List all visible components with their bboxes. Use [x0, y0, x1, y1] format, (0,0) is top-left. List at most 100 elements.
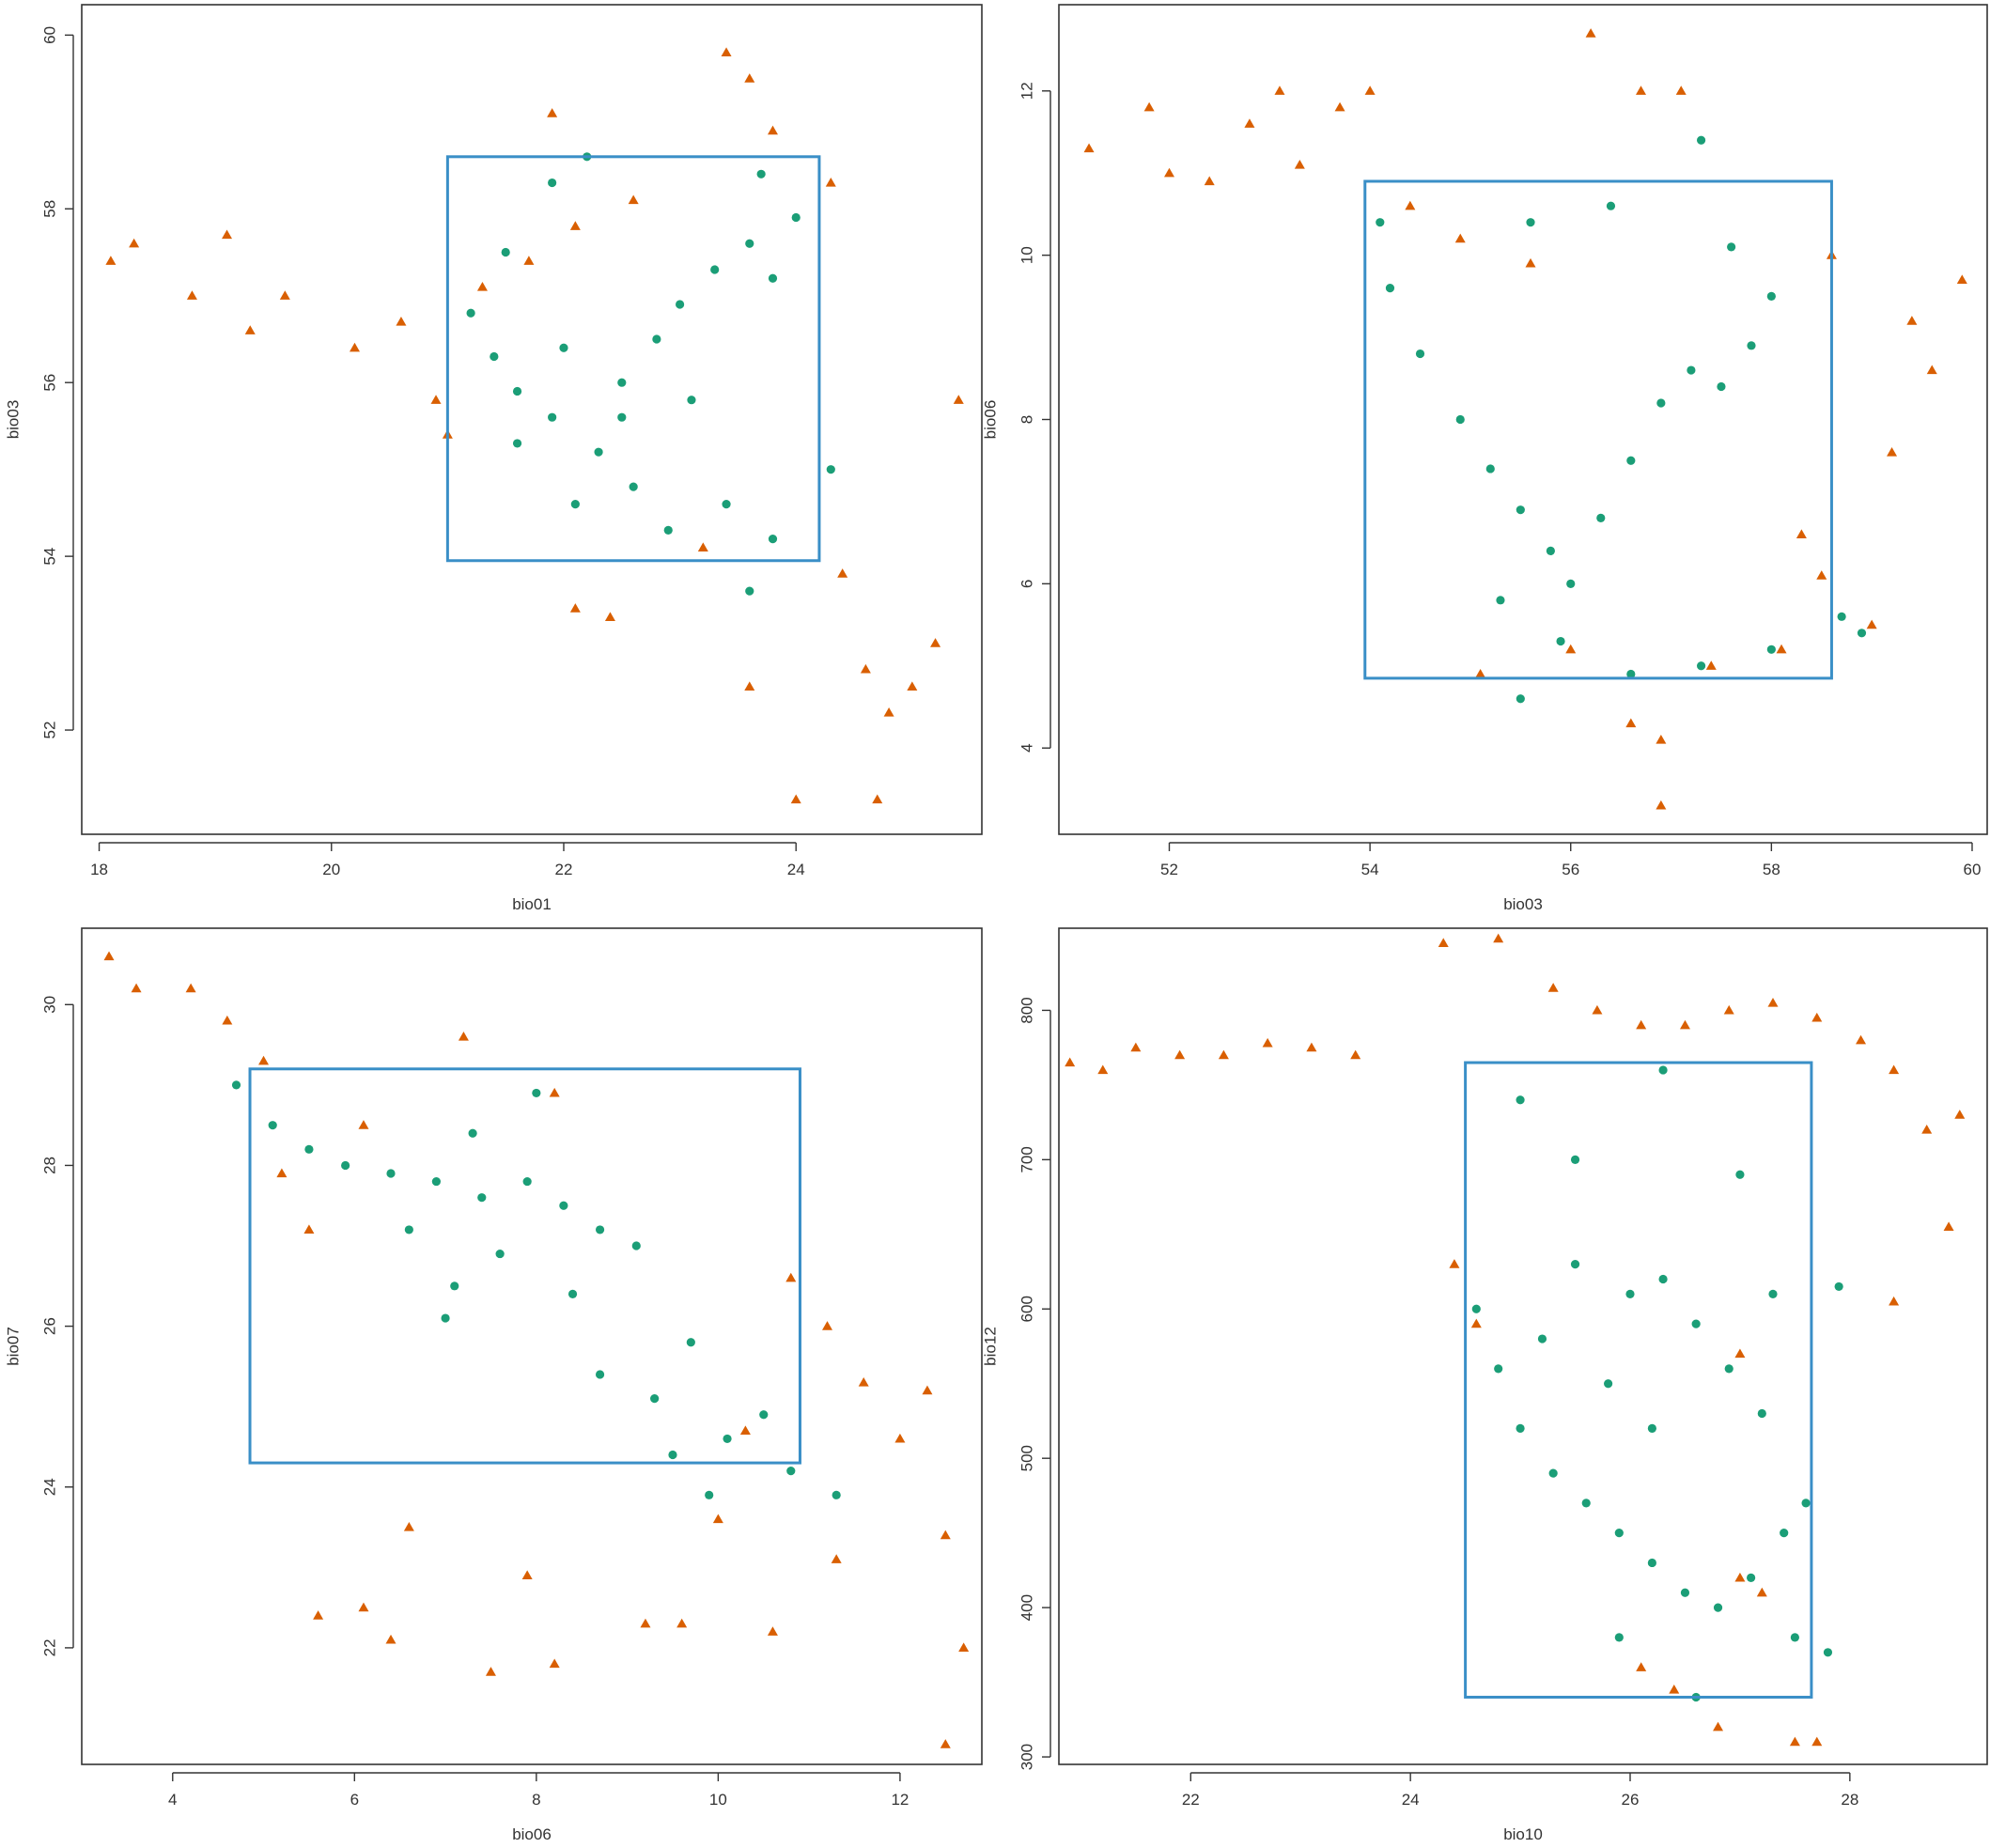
data-point-triangle	[1405, 200, 1416, 210]
data-point-triangle	[569, 603, 581, 613]
y-tick-label: 700	[1018, 1146, 1035, 1172]
data-point-triangle	[837, 568, 848, 578]
data-point-triangle	[767, 1626, 778, 1636]
data-point-circle	[631, 1241, 641, 1250]
data-point-triangle	[569, 221, 581, 230]
data-point-triangle	[1926, 365, 1937, 375]
x-tick-label: 20	[322, 861, 340, 878]
data-point-triangle	[1585, 28, 1596, 38]
data-point-triangle	[640, 1618, 651, 1628]
y-tick-label: 52	[40, 722, 58, 739]
data-point-triangle	[1625, 718, 1637, 728]
data-point-triangle	[523, 256, 535, 265]
data-point-circle	[768, 273, 778, 283]
x-tick-label: 8	[532, 1791, 540, 1809]
data-point-circle	[1837, 612, 1846, 621]
data-point-circle	[1455, 414, 1465, 425]
data-point-triangle	[860, 663, 871, 674]
data-point-circle	[468, 1128, 477, 1138]
data-point-circle	[1485, 464, 1495, 474]
data-point-triangle	[1811, 1736, 1823, 1747]
x-tick-label: 52	[1160, 861, 1178, 878]
data-point-circle	[1471, 1304, 1481, 1313]
data-point-circle	[532, 1088, 541, 1098]
data-point-triangle	[1889, 1064, 1900, 1075]
data-point-circle	[617, 378, 627, 387]
data-point-triangle	[1174, 1049, 1186, 1060]
data-point-circle	[1548, 1468, 1558, 1478]
scatter-plot-1: 18 20 22 24 bio01 52 54 56 58 60 bio03	[4, 4, 983, 913]
data-point-triangle	[821, 1321, 832, 1330]
data-point-circle	[1727, 242, 1736, 252]
data-point-circle	[1680, 1588, 1690, 1597]
data-point-triangle	[1856, 1034, 1867, 1045]
data-point-circle	[1516, 1423, 1525, 1434]
data-point-triangle	[790, 794, 801, 804]
data-point-circle	[759, 1410, 769, 1420]
data-point-circle	[1537, 1334, 1547, 1343]
data-point-triangle	[1525, 257, 1536, 268]
data-point-circle	[1780, 1529, 1789, 1538]
data-point-triangle	[1656, 734, 1667, 744]
x-tick-label: 56	[1562, 861, 1579, 878]
data-point-circle	[629, 482, 638, 491]
data-point-triangle	[1713, 1721, 1724, 1732]
x-tick-label: 60	[1964, 861, 1982, 878]
data-point-circle	[450, 1281, 459, 1291]
plot-frame	[1058, 927, 1988, 1765]
data-point-circle	[1596, 513, 1606, 523]
data-point-circle	[1614, 1633, 1624, 1642]
data-point-triangle	[1475, 669, 1486, 678]
data-point-triangle	[396, 316, 407, 326]
data-point-triangle	[1163, 167, 1174, 178]
x-axis-label: bio03	[1503, 895, 1543, 913]
data-point-triangle	[1547, 983, 1559, 992]
data-point-triangle	[1470, 1318, 1482, 1328]
data-point-circle	[1647, 1423, 1656, 1434]
data-point-triangle	[872, 794, 883, 804]
data-point-triangle	[1776, 644, 1787, 654]
data-point-circle	[1606, 201, 1616, 210]
data-point-triangle	[744, 73, 755, 83]
x-tick-label: 54	[1361, 861, 1379, 878]
data-point-circle	[745, 586, 754, 596]
range-rectangle	[445, 155, 821, 563]
data-point-circle	[722, 500, 731, 509]
data-point-circle	[512, 386, 522, 396]
data-point-triangle	[1438, 938, 1449, 948]
data-point-circle	[1823, 1648, 1833, 1657]
data-point-triangle	[279, 290, 290, 300]
data-point-circle	[477, 1193, 487, 1203]
x-tick-label: 22	[1182, 1791, 1200, 1809]
data-point-triangle	[1636, 1019, 1647, 1030]
data-point-triangle	[1636, 1662, 1647, 1671]
data-point-circle	[1757, 1408, 1766, 1419]
data-point-triangle	[303, 1224, 315, 1235]
x-tick-label: 6	[350, 1791, 359, 1809]
data-point-circle	[826, 465, 835, 474]
data-point-circle	[791, 212, 801, 223]
data-point-triangle	[1143, 101, 1155, 112]
data-point-circle	[1581, 1499, 1591, 1508]
data-point-triangle	[358, 1120, 369, 1129]
data-point-triangle	[604, 612, 615, 621]
y-tick-label: 28	[40, 1157, 58, 1174]
data-point-circle	[501, 247, 510, 257]
data-point-triangle	[739, 1425, 751, 1435]
data-point-circle	[1415, 349, 1425, 359]
plot-frame	[81, 927, 983, 1765]
data-point-triangle	[940, 1739, 951, 1748]
data-point-triangle	[930, 638, 941, 647]
data-point-circle	[1717, 381, 1726, 392]
y-tick-label: 54	[40, 548, 58, 566]
data-point-triangle	[186, 290, 197, 300]
data-point-circle	[1713, 1603, 1723, 1612]
data-point-circle	[1766, 644, 1776, 654]
y-tick-label: 600	[1018, 1296, 1035, 1322]
data-point-triangle	[1816, 570, 1827, 580]
data-point-circle	[1385, 284, 1395, 293]
data-point-triangle	[1449, 1259, 1460, 1268]
data-point-circle	[548, 178, 557, 188]
y-tick-label: 30	[40, 996, 58, 1014]
data-point-circle	[570, 500, 580, 509]
